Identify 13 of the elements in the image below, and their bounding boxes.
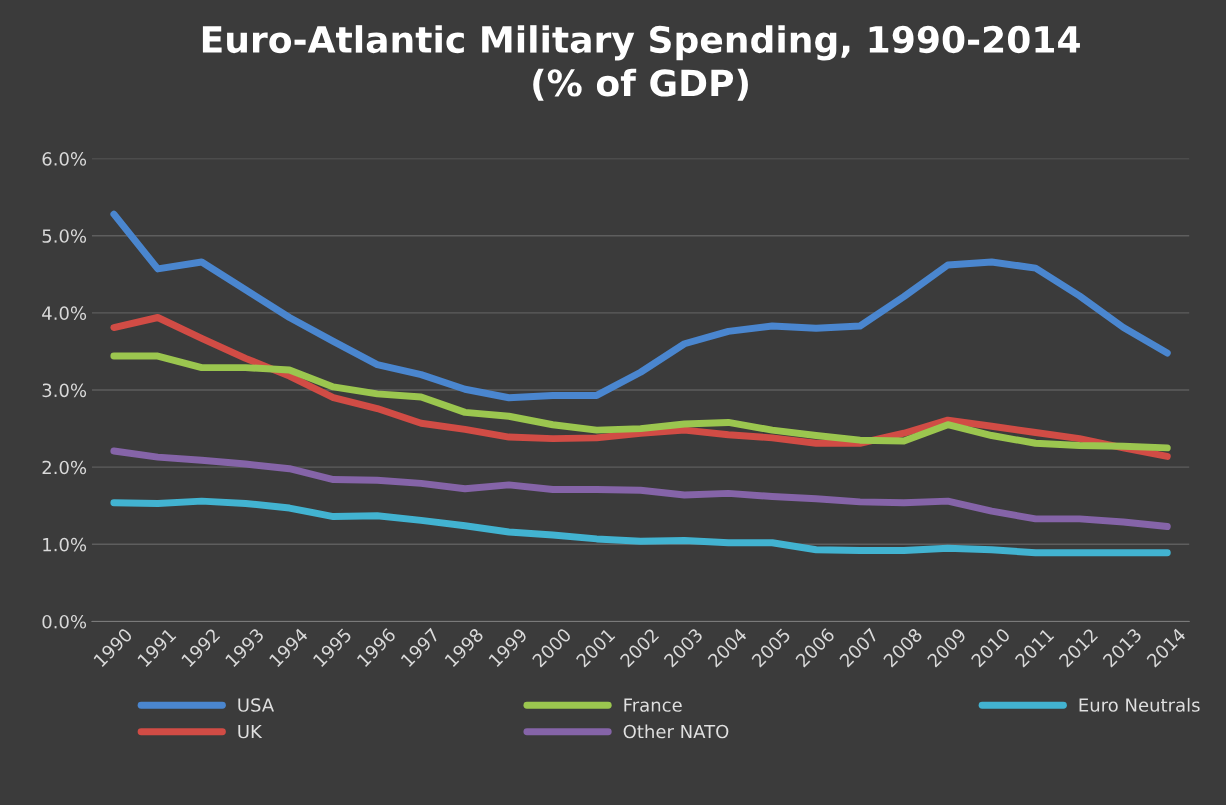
chart-title: Euro-Atlantic Military Spending, 1990-2014 (% of GDP) bbox=[202, 25, 1080, 101]
y-tick-label: 2.0% bbox=[42, 460, 87, 475]
y-tick-label: 6.0% bbox=[42, 152, 87, 166]
y-tick-label: 5.0% bbox=[42, 229, 87, 243]
y-tick-label: 3.0% bbox=[42, 383, 87, 398]
legend-label: UK bbox=[238, 724, 263, 739]
y-tick-label: 1.0% bbox=[43, 537, 87, 552]
y-tick-label: 0.0% bbox=[42, 614, 87, 629]
legend-label: Other NATO bbox=[623, 724, 729, 739]
y-tick-label: 4.0% bbox=[42, 306, 87, 320]
legend-label: Euro Neutrals bbox=[1079, 697, 1200, 712]
legend-label: France bbox=[624, 698, 682, 712]
legend-label: USA bbox=[238, 698, 275, 712]
